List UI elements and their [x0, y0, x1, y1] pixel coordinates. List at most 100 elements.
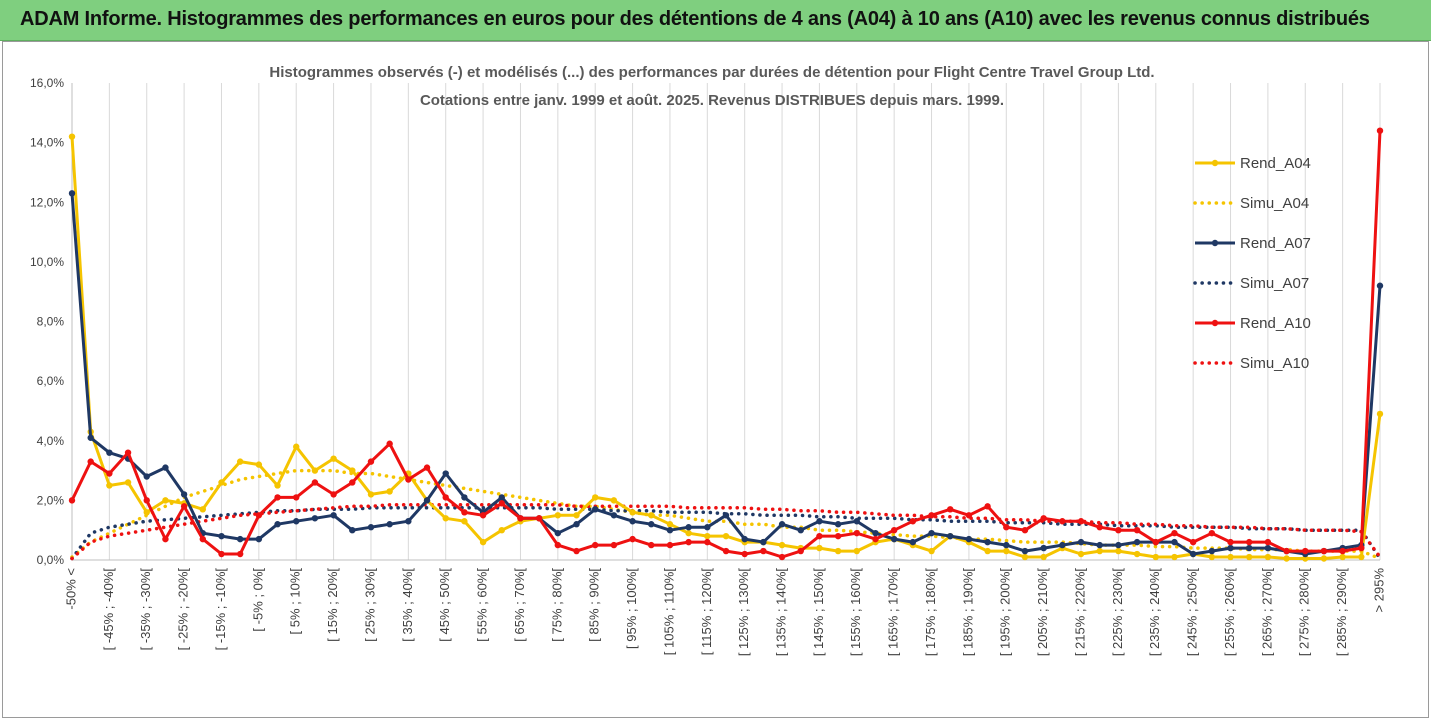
data-point	[629, 509, 636, 516]
data-point	[1283, 547, 1290, 555]
data-point	[592, 506, 599, 513]
data-point	[1040, 553, 1047, 561]
data-point	[965, 535, 973, 543]
data-point	[293, 443, 300, 450]
data-point	[1302, 547, 1309, 555]
data-point	[1003, 524, 1010, 531]
data-point	[1133, 550, 1141, 558]
data-point	[685, 538, 692, 546]
data-point	[180, 491, 188, 498]
data-point	[349, 479, 356, 486]
data-point	[1339, 547, 1346, 555]
x-tick-label: [ 285% ; 290%[	[1334, 568, 1349, 657]
data-point	[1096, 547, 1103, 555]
data-point	[1246, 538, 1253, 546]
data-point	[1133, 526, 1141, 534]
data-point	[236, 458, 244, 465]
x-tick-label: [ 265% ; 270%[	[1259, 568, 1274, 657]
data-point	[722, 532, 730, 540]
x-tick-label: [ 175% ; 180%[	[923, 568, 938, 657]
data-point	[778, 521, 786, 528]
x-tick-label: [ 5% ; 10%[	[288, 568, 303, 635]
y-tick-label: 10,0%	[30, 255, 64, 269]
data-point	[236, 550, 244, 558]
x-tick-label: [ 165% ; 170%[	[886, 568, 901, 657]
data-point	[367, 491, 375, 498]
data-point	[1376, 127, 1384, 134]
x-tick-label: [ 25% ; 30%[	[362, 568, 377, 642]
data-point	[1358, 544, 1365, 552]
data-point	[984, 538, 991, 546]
data-point	[1115, 541, 1122, 549]
data-point	[255, 461, 263, 468]
data-point	[68, 133, 76, 140]
x-tick-label: [ 245% ; 250%[	[1185, 568, 1200, 657]
data-point	[778, 553, 786, 561]
data-point	[610, 497, 618, 504]
data-point	[218, 479, 225, 486]
data-point	[106, 482, 113, 489]
legend-label: Rend_A04	[1240, 155, 1311, 172]
data-point	[1376, 410, 1384, 418]
data-point	[797, 526, 804, 534]
legend-label: Rend_A10	[1240, 315, 1311, 332]
data-point	[741, 550, 748, 558]
data-point	[1208, 547, 1216, 555]
data-point	[554, 512, 562, 519]
data-point	[367, 458, 375, 465]
data-point	[442, 470, 449, 477]
data-point	[461, 518, 468, 525]
data-point	[834, 547, 842, 555]
data-point	[199, 535, 206, 543]
data-point	[610, 512, 618, 519]
data-point	[1246, 553, 1253, 561]
data-point	[573, 512, 580, 519]
legend-marker	[1211, 319, 1219, 327]
y-tick-label: 16,0%	[30, 76, 64, 90]
data-point	[1152, 553, 1159, 561]
x-tick-label: > 295%	[1371, 568, 1386, 613]
x-tick-label: [ 45% ; 50%[	[437, 568, 452, 642]
data-point	[162, 464, 169, 471]
data-point	[293, 494, 300, 501]
data-point	[928, 547, 935, 555]
data-point	[106, 470, 113, 477]
data-point	[1246, 544, 1253, 552]
title-banner: ADAM Informe. Histogrammes des performan…	[0, 0, 1431, 41]
data-point	[236, 535, 244, 543]
x-tick-label: [ 135% ; 140%[	[773, 568, 788, 657]
data-point	[554, 529, 562, 537]
data-point	[984, 547, 991, 555]
x-tick-label: [ 225% ; 230%[	[1110, 568, 1125, 657]
data-point	[218, 532, 225, 540]
data-point	[1339, 553, 1346, 561]
data-point	[274, 494, 281, 501]
data-point	[311, 515, 319, 522]
data-point	[274, 521, 281, 528]
data-point	[106, 449, 113, 456]
y-tick-label: 8,0%	[37, 315, 65, 329]
data-point	[517, 515, 524, 522]
data-point	[143, 509, 150, 516]
data-point	[1152, 538, 1159, 546]
data-point	[535, 515, 543, 522]
data-point	[386, 440, 393, 447]
data-point	[442, 515, 449, 522]
data-point	[834, 521, 842, 528]
data-point	[1264, 553, 1272, 561]
data-point	[1040, 515, 1047, 522]
x-tick-label: [ 95% ; 100%[	[624, 568, 639, 649]
data-point	[423, 497, 431, 504]
legend-marker	[1211, 239, 1219, 247]
data-point	[367, 524, 375, 531]
x-tick-label: [ 205% ; 210%[	[1035, 568, 1050, 657]
x-tick-label: [ 65% ; 70%[	[512, 568, 527, 642]
data-point	[423, 464, 431, 471]
data-point	[349, 467, 356, 474]
data-point	[1171, 553, 1178, 561]
data-point	[1302, 555, 1309, 562]
data-point	[947, 506, 954, 513]
x-tick-label: [ 195% ; 200%[	[998, 568, 1013, 657]
data-point	[629, 535, 636, 543]
